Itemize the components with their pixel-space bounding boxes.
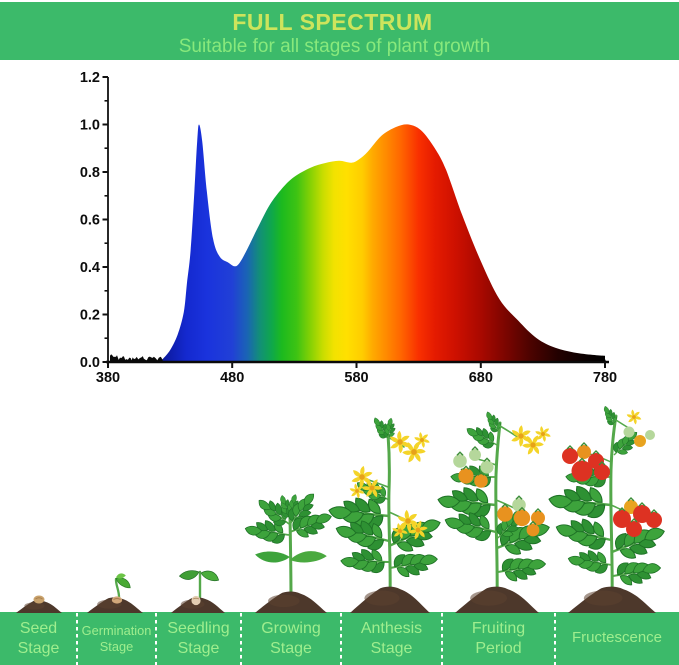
svg-text:1.0: 1.0 xyxy=(80,118,100,134)
svg-text:0.0: 0.0 xyxy=(80,355,100,371)
svg-text:0.6: 0.6 xyxy=(80,213,100,229)
svg-text:780: 780 xyxy=(593,370,617,386)
svg-text:1.2: 1.2 xyxy=(80,70,100,86)
svg-text:480: 480 xyxy=(220,370,244,386)
svg-text:0.8: 0.8 xyxy=(80,165,100,181)
svg-text:380: 380 xyxy=(96,370,120,386)
svg-text:0.4: 0.4 xyxy=(80,260,100,276)
svg-text:0.2: 0.2 xyxy=(80,308,100,324)
svg-text:680: 680 xyxy=(469,370,493,386)
svg-text:580: 580 xyxy=(344,370,368,386)
